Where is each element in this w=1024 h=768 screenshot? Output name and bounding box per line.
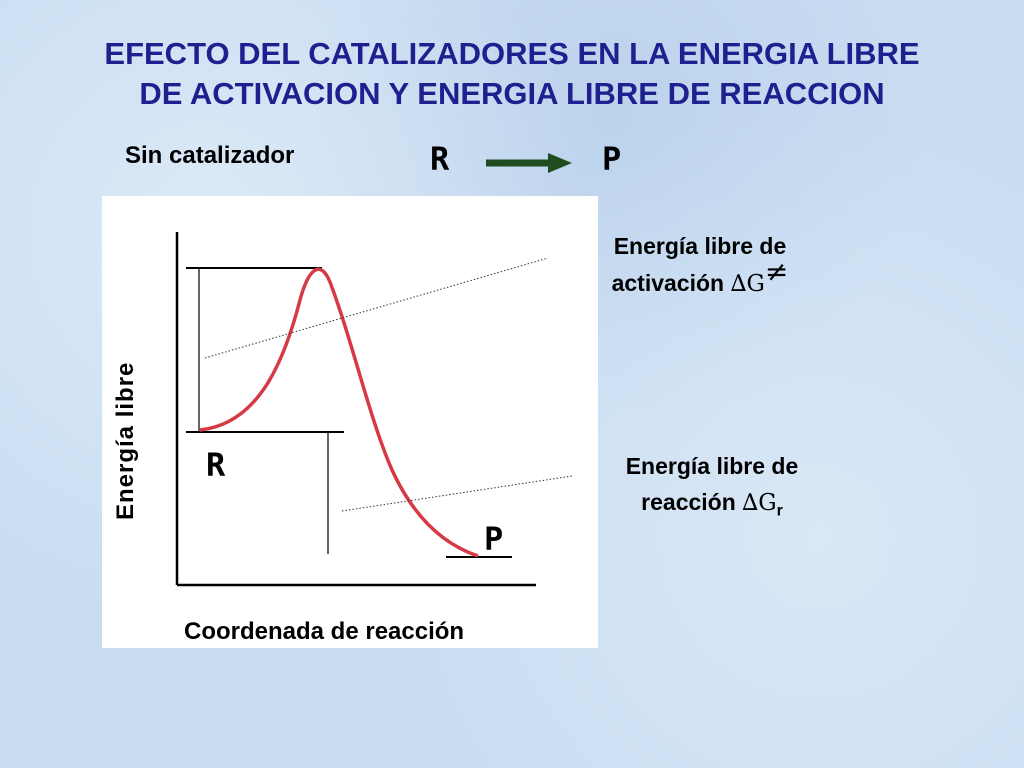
reaction-product-label: P <box>602 140 622 178</box>
not-equal-superscript: ≠ <box>764 255 789 288</box>
reaction-callout-line-1: Energía libre de <box>625 453 799 479</box>
curve-product-label: P <box>484 520 504 558</box>
slide-title: EFECTO DEL CATALIZADORES EN LA ENERGIA L… <box>0 34 1024 114</box>
delta-g-r-symbol: ∆G <box>742 490 777 516</box>
curve-reactant-label: R <box>206 446 226 484</box>
reaction-callout-line-2: reacción ∆Gr <box>582 484 842 530</box>
r-subscript: r <box>776 502 783 520</box>
condition-label: Sin catalizador <box>125 142 295 169</box>
energy-profile-curve <box>199 267 479 558</box>
activation-leader-line <box>204 257 549 359</box>
x-axis-label: Coordenada de reacción <box>184 618 465 645</box>
reaction-energy-callout: Energía libre de reacción ∆Gr <box>582 448 842 530</box>
y-axis-label: Energía libre <box>112 361 139 520</box>
activation-callout-line-1: Energía libre de <box>613 233 787 259</box>
title-line-2: DE ACTIVACION Y ENERGIA LIBRE DE REACCIO… <box>139 76 885 111</box>
reaction-reactant-label: R <box>430 140 450 178</box>
reaction-arrow-icon <box>486 153 572 173</box>
activation-callout-text: activación <box>611 270 731 296</box>
activation-energy-callout: Energía libre de activación ∆G≠ <box>570 228 830 302</box>
delta-g-symbol: ∆G <box>730 271 765 297</box>
reaction-leader-line <box>341 475 573 512</box>
activation-callout-line-2: activación ∆G≠ <box>570 255 830 302</box>
reaction-callout-text: reacción <box>641 489 743 515</box>
diagram-panel <box>102 196 598 648</box>
title-line-1: EFECTO DEL CATALIZADORES EN LA ENERGIA L… <box>104 36 920 71</box>
